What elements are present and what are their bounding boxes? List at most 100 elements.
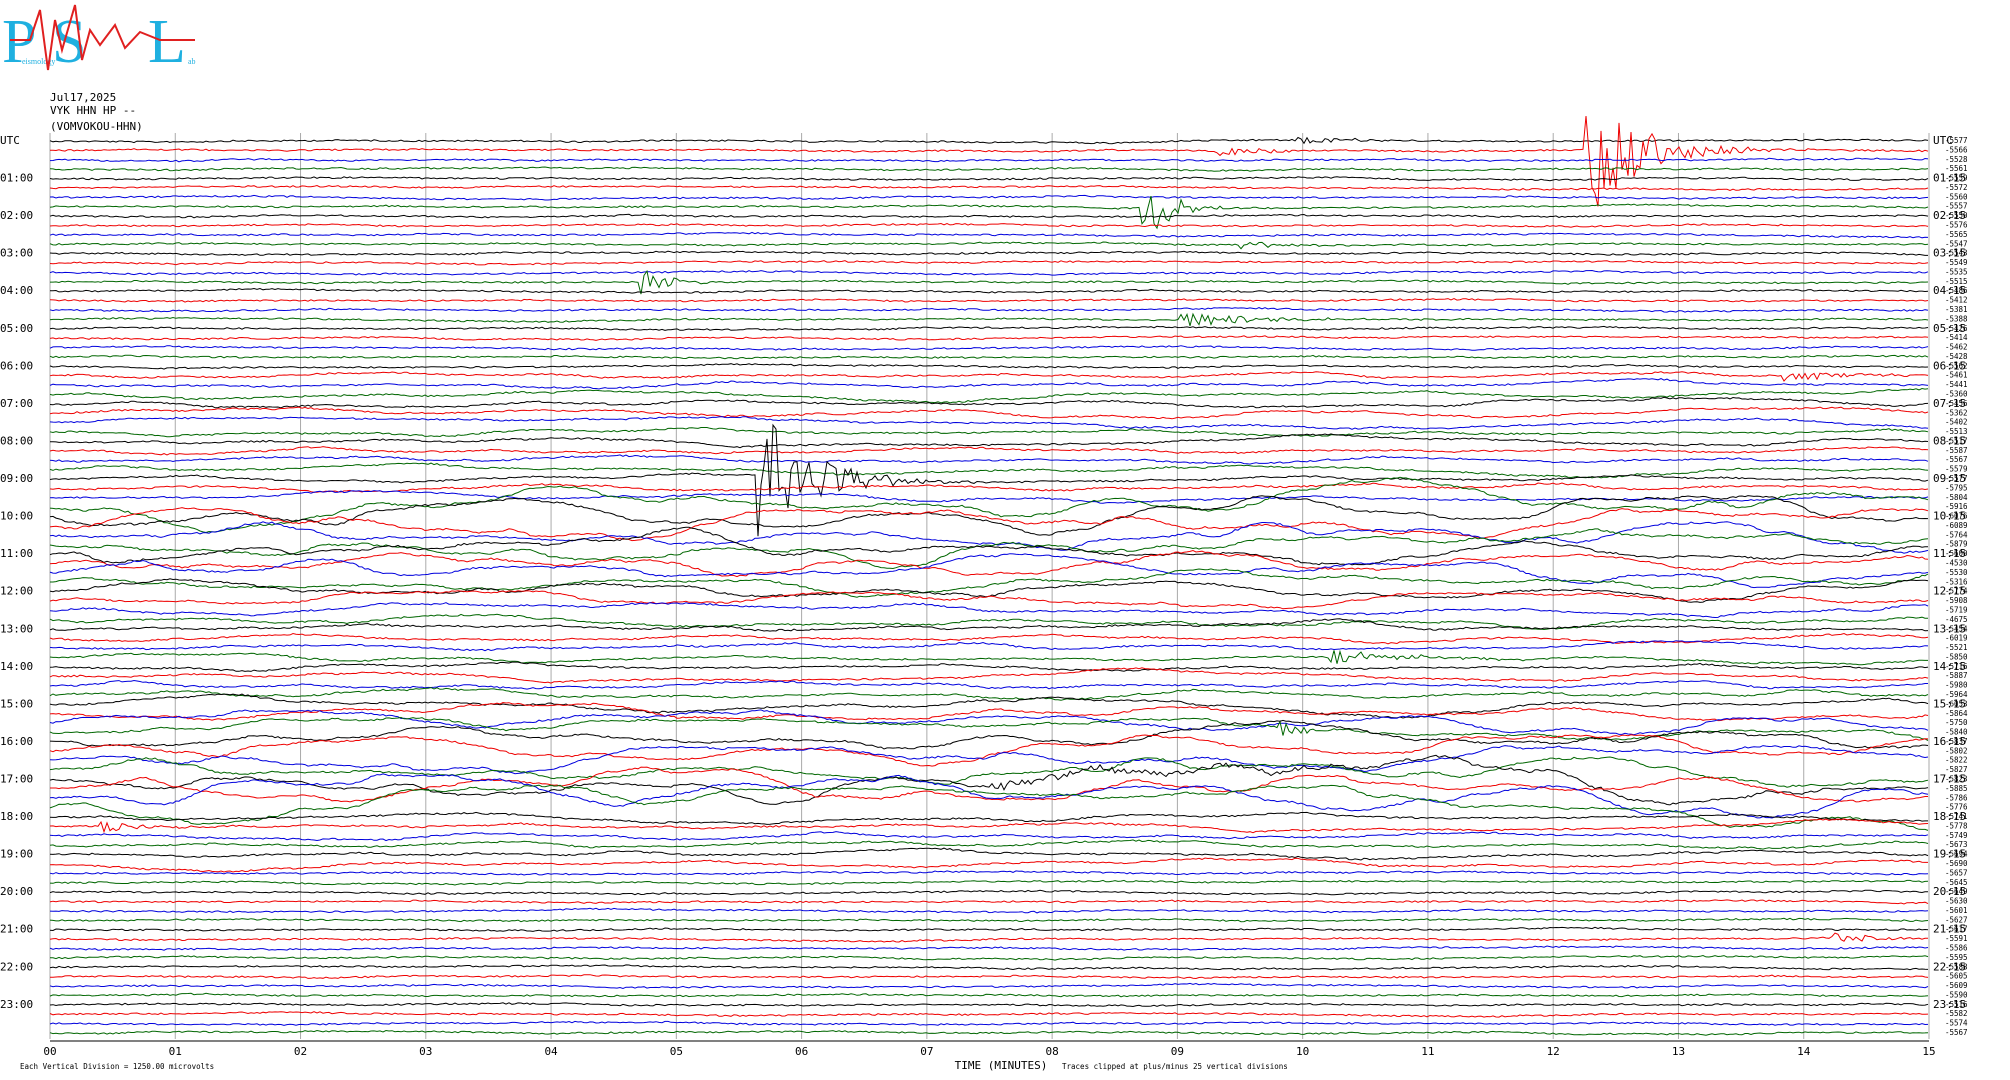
trace — [49, 241, 1929, 250]
offset-label: -5515 — [1945, 277, 1968, 286]
trace — [49, 899, 1929, 905]
trace — [49, 325, 1929, 331]
offset-label: -5557 — [1945, 202, 1968, 211]
trace — [49, 870, 1929, 876]
station: VYK HHN HP -- — [50, 104, 136, 117]
left-time-label: 12:00 — [0, 585, 33, 598]
left-time-label: 13:00 — [0, 622, 33, 635]
trace — [49, 784, 1929, 831]
x-tick-label: 01 — [169, 1045, 182, 1058]
offset-label: -5441 — [1945, 380, 1968, 389]
x-tick-label: 04 — [544, 1045, 558, 1058]
trace — [49, 307, 1929, 313]
offset-label: -5595 — [1945, 953, 1968, 962]
trace — [50, 115, 1929, 207]
trace — [49, 157, 1929, 163]
left-time-label: 18:00 — [0, 810, 33, 823]
offset-label: -5879 — [1945, 540, 1968, 549]
right-time-label: 12:15 — [1933, 585, 1966, 598]
right-time-label: 02:15 — [1933, 209, 1966, 222]
logo-small: ab — [188, 57, 196, 66]
offset-label: -5627 — [1945, 915, 1968, 924]
trace — [49, 387, 1929, 404]
trace — [49, 811, 1928, 825]
offset-label: -5719 — [1945, 605, 1968, 614]
left-time-label: 09:00 — [0, 472, 33, 485]
offset-label: -5381 — [1945, 305, 1968, 314]
right-time-label: 21:15 — [1933, 923, 1966, 936]
left-time-label: 06:00 — [0, 359, 33, 372]
offset-label: -5567 — [1945, 455, 1968, 464]
offset-label: -5412 — [1945, 296, 1968, 305]
x-tick-label: 02 — [294, 1045, 307, 1058]
trace — [49, 1011, 1929, 1018]
offset-label: -5741 — [1945, 812, 1968, 821]
offset-label: -5774 — [1945, 587, 1968, 596]
trace — [49, 649, 1928, 666]
trace — [49, 879, 1929, 886]
offset-label: -5428 — [1945, 352, 1968, 361]
left-time-label: 10:00 — [0, 510, 33, 523]
offset-label: -5543 — [1945, 249, 1968, 258]
trace — [50, 269, 1929, 295]
right-time-label: 05:15 — [1933, 322, 1966, 335]
offset-label: -5454 — [1945, 624, 1968, 633]
offset-label: -5486 — [1945, 286, 1968, 295]
trace — [49, 618, 1929, 632]
clip-note: Traces clipped at plus/minus 25 vertical… — [1062, 1062, 1288, 1071]
offset-label: -5749 — [1945, 831, 1968, 840]
offset-label: -5716 — [1945, 662, 1968, 671]
offset-label: -5649 — [1945, 887, 1968, 896]
left-time-label: 19:00 — [0, 848, 33, 861]
trace — [49, 773, 1929, 819]
offset-label: -5559 — [1945, 174, 1968, 183]
trace — [50, 568, 1929, 598]
trace — [49, 756, 1929, 788]
trace — [49, 371, 1929, 382]
trace — [49, 260, 1929, 266]
trace — [49, 667, 1929, 684]
offset-label: -5360 — [1945, 390, 1968, 399]
left-time-label: 01:00 — [0, 172, 33, 185]
offset-label: -5566 — [1945, 145, 1968, 154]
offset-label: -5586 — [1945, 943, 1968, 952]
offset-label: -5561 — [1945, 164, 1968, 173]
left-time-label: 20:00 — [0, 885, 33, 898]
x-tick-label: 15 — [1922, 1045, 1935, 1058]
trace — [50, 433, 1929, 449]
trace — [49, 406, 1929, 420]
offset-label: -5582 — [1945, 1009, 1968, 1018]
trace — [49, 176, 1929, 182]
trace — [49, 427, 1929, 438]
offset-label: -5426 — [1945, 324, 1968, 333]
trace — [49, 716, 1929, 741]
left-time-label: 05:00 — [0, 322, 33, 335]
trace — [49, 378, 1929, 390]
x-tick-label: 11 — [1421, 1045, 1434, 1058]
logo-s: S — [52, 8, 86, 76]
offset-label: -5673 — [1945, 840, 1968, 849]
offset-label: -4530 — [1945, 559, 1968, 568]
trace — [49, 298, 1929, 303]
trace — [49, 195, 1929, 230]
offset-label: -5609 — [1945, 981, 1968, 990]
x-tick-label: 14 — [1797, 1045, 1811, 1058]
left-time-label: 11:00 — [0, 547, 33, 560]
offset-label: -5795 — [1945, 483, 1968, 492]
left-time-label: 02:00 — [0, 209, 33, 222]
right-time-label: 17:15 — [1933, 772, 1966, 785]
offset-label: -5521 — [1945, 643, 1968, 652]
offset-label: -5402 — [1945, 418, 1968, 427]
trace — [49, 709, 1929, 736]
offset-label: -5916 — [1945, 502, 1968, 511]
trace — [49, 507, 1929, 542]
trace — [49, 857, 1928, 873]
right-time-label: 14:15 — [1933, 660, 1966, 673]
right-time-label: 03:15 — [1933, 247, 1966, 260]
trace — [49, 423, 1929, 537]
offset-label: -5316 — [1945, 577, 1968, 586]
trace — [49, 839, 1929, 850]
offset-label: -5577 — [1945, 136, 1968, 145]
trace — [49, 354, 1929, 360]
right-time-label: 23:15 — [1933, 998, 1966, 1011]
